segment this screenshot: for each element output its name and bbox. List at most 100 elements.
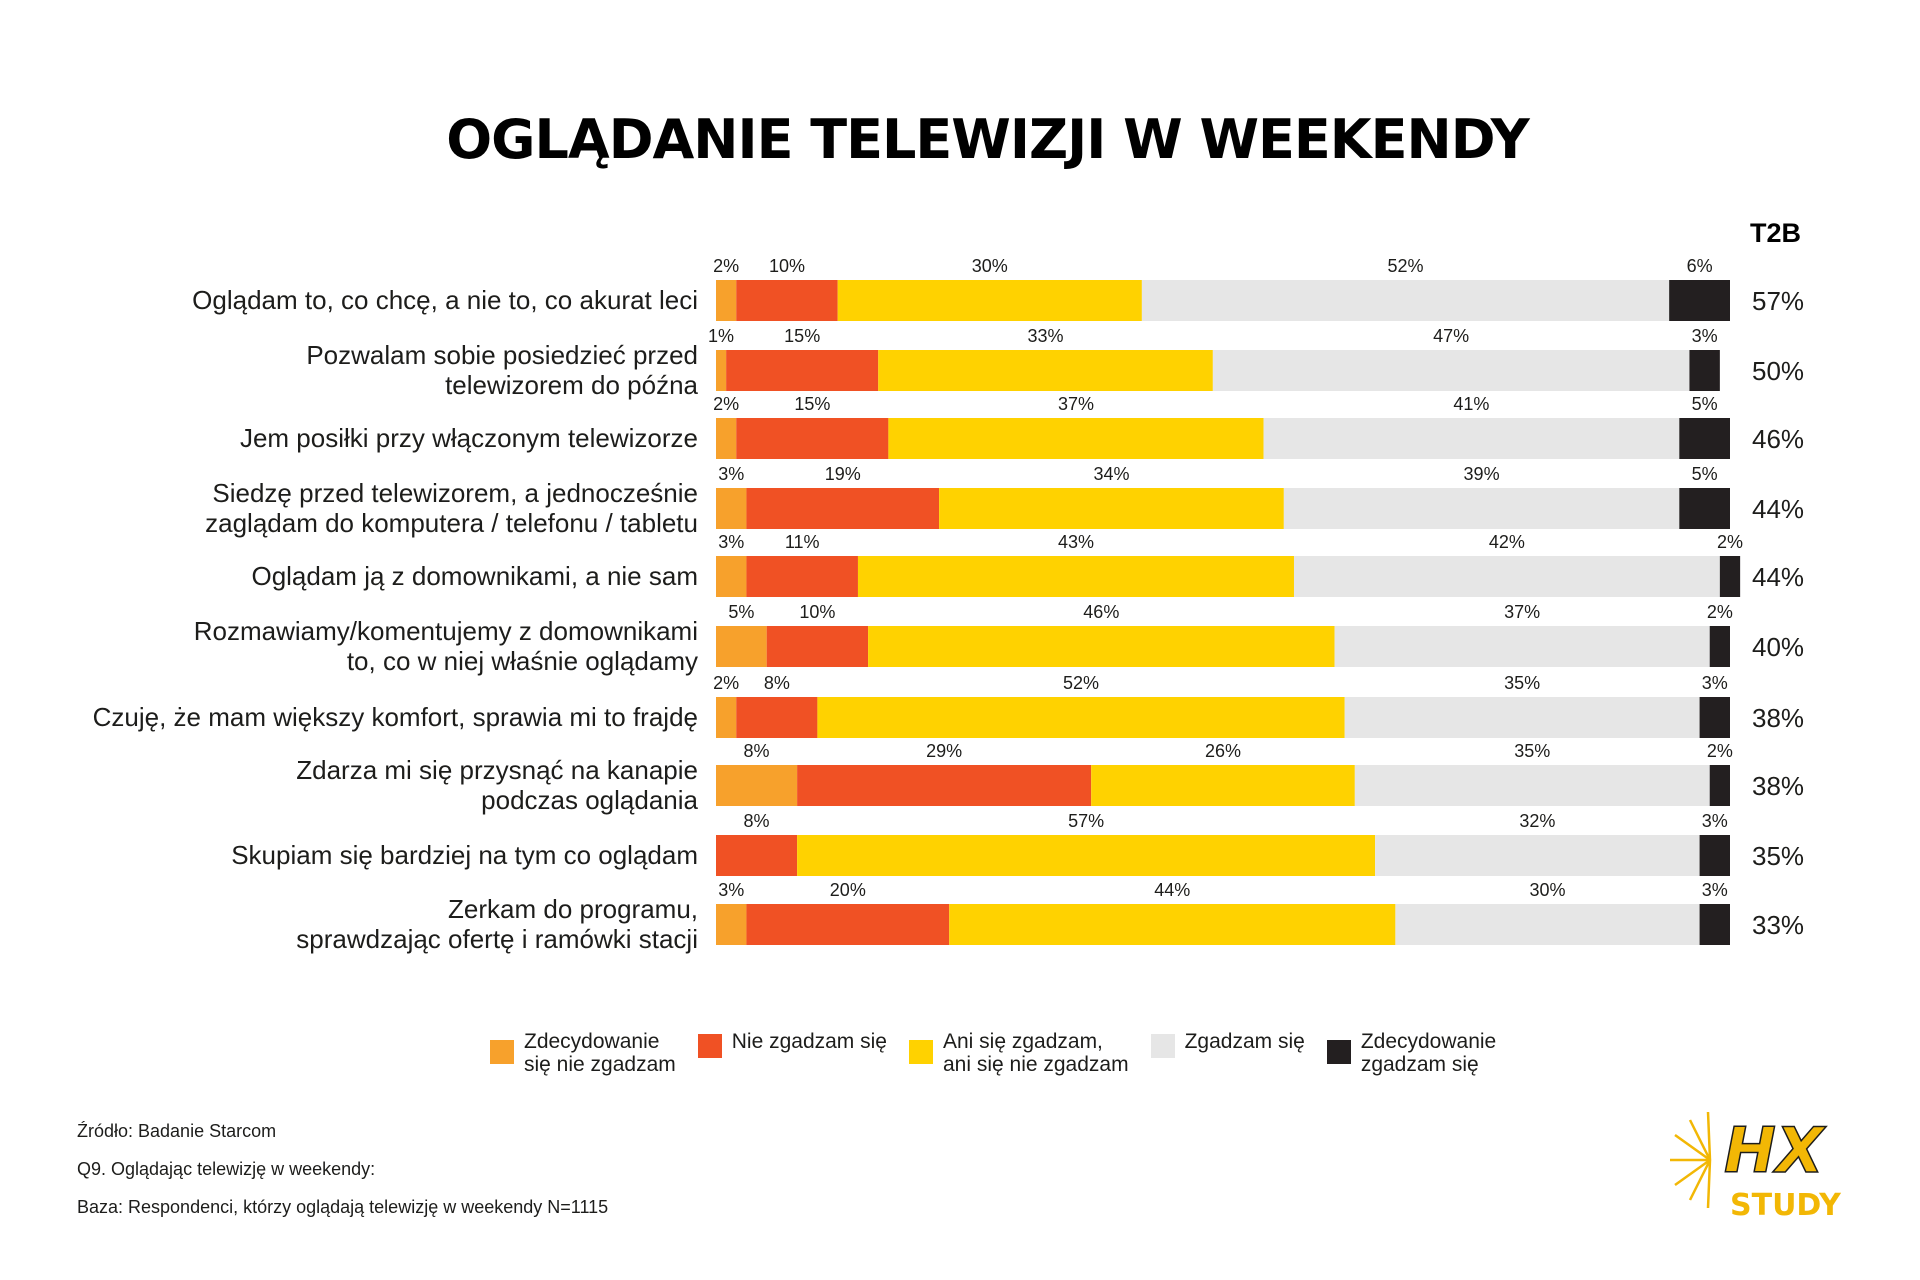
category-label-line: zaglądam do komputera / telefonu / table…	[205, 507, 698, 538]
category-label-line: Siedzę przed telewizorem, a jednocześnie	[212, 477, 698, 508]
data-label: 3%	[1702, 811, 1728, 831]
bar-segment	[716, 280, 737, 321]
legend-item: Nie zgadzam się	[697, 1030, 887, 1058]
data-label: 30%	[972, 256, 1008, 276]
data-label: 3%	[718, 880, 744, 900]
bar-segment	[1709, 765, 1730, 806]
bar-segment	[797, 765, 1092, 806]
t2b-value: 57%	[1752, 285, 1805, 316]
legend-label-line: się nie zgadzam	[524, 1053, 676, 1076]
legend-label-line: Zdecydowanie	[1360, 1030, 1497, 1053]
data-label: 37%	[1504, 602, 1540, 622]
legend-label-line: zgadzam się	[1360, 1053, 1479, 1076]
category-label-line: Zdarza mi się przysnąć na kanapie	[296, 754, 698, 785]
data-label: 52%	[1063, 673, 1099, 693]
legend-swatch	[1150, 1034, 1175, 1058]
data-label: 30%	[1529, 880, 1565, 900]
bar-segment	[716, 350, 727, 391]
t2b-value: 38%	[1752, 702, 1805, 733]
bar-segment	[1699, 904, 1730, 945]
data-label: 8%	[764, 673, 790, 693]
category-label-line: podczas oglądania	[481, 784, 698, 815]
data-label: 29%	[926, 741, 962, 761]
data-label: 1%	[708, 326, 734, 346]
t2b-value: 50%	[1752, 355, 1805, 386]
category-label-line: sprawdzając ofertę i ramówki stacji	[296, 923, 698, 954]
t2b-value: 38%	[1752, 770, 1805, 801]
category-label: Czuję, że mam większy komfort, sprawia m…	[0, 702, 698, 732]
data-label: 47%	[1433, 326, 1469, 346]
legend-label: Zdecydowanie się nie zgadzam	[524, 1030, 676, 1076]
bar-segment	[1354, 765, 1710, 806]
bar-segment	[746, 488, 940, 529]
bar-segment	[726, 350, 879, 391]
source-note: Źródło: Badanie Starcom	[77, 1121, 277, 1141]
bar-segment	[939, 488, 1284, 529]
bar-segment	[1375, 835, 1700, 876]
data-label: 41%	[1453, 394, 1489, 414]
bar-segment	[716, 765, 798, 806]
data-label: 35%	[1514, 741, 1550, 761]
legend-label-line: Ani się zgadzam,	[942, 1030, 1103, 1053]
logo-word: STUDY	[1730, 1188, 1842, 1223]
legend-swatch	[697, 1034, 722, 1058]
data-label: 2%	[713, 394, 739, 414]
question-note: Q9. Oglądając telewizję w weekendy:	[77, 1159, 376, 1179]
data-label: 10%	[769, 256, 805, 276]
data-label: 46%	[1083, 602, 1119, 622]
t2b-value: 46%	[1752, 423, 1805, 454]
stacked-bar-chart: 2% 10% 30% 52% 6% 1% 15% 33% 47% 3% 2% 15% 37% 41% 5% 3…	[708, 256, 1743, 945]
legend-label: Zgadzam się	[1185, 1030, 1305, 1053]
category-label: Siedzę przed telewizorem, a jednocześnie…	[0, 478, 698, 538]
category-label-line: Oglądam ją z domownikami, a nie sam	[251, 560, 698, 591]
bar-segment	[888, 418, 1264, 459]
data-label: 35%	[1504, 673, 1540, 693]
bar-segment	[736, 697, 818, 738]
bar-segment	[1679, 488, 1730, 529]
bar-segment	[1395, 904, 1700, 945]
legend-swatch	[908, 1040, 933, 1064]
bar-segment	[716, 835, 798, 876]
category-label-line: telewizorem do późna	[445, 369, 698, 400]
bar-segment	[766, 626, 869, 667]
data-label: 10%	[799, 602, 835, 622]
bar-segment	[716, 556, 747, 597]
category-label-line: Jem posiłki przy włączonym telewizorze	[239, 422, 698, 453]
data-label: 2%	[713, 256, 739, 276]
data-label: 39%	[1464, 464, 1500, 484]
legend-swatch	[1326, 1040, 1351, 1064]
data-label: 37%	[1058, 394, 1094, 414]
t2b-value: 44%	[1752, 561, 1805, 592]
bar-segment	[716, 697, 737, 738]
category-label-line: Skupiam się bardziej na tym co oglądam	[231, 839, 698, 870]
category-label-line: Oglądam to, co chcę, a nie to, co akurat…	[192, 284, 698, 315]
bar-segment	[878, 350, 1213, 391]
category-label: Oglądam ją z domownikami, a nie sam	[0, 561, 698, 591]
category-label-line: Pozwalam sobie posiedzieć przed	[306, 339, 698, 370]
data-label: 32%	[1519, 811, 1555, 831]
logo-mark: HX	[1724, 1114, 1827, 1187]
bar-segment	[797, 835, 1376, 876]
legend-swatch	[490, 1040, 514, 1064]
data-label: 8%	[744, 811, 770, 831]
bar-segment	[746, 556, 858, 597]
legend-item: Ani się zgadzam, ani się nie zgadzam	[908, 1030, 1129, 1076]
t2b-header: T2B	[1750, 218, 1802, 248]
t2b-value: 40%	[1752, 631, 1805, 662]
category-label-line: to, co w niej właśnie oglądamy	[346, 645, 698, 676]
bar-segment	[817, 697, 1345, 738]
bar-segment	[1344, 697, 1700, 738]
bar-segment	[1212, 350, 1690, 391]
bar-segment	[1293, 556, 1720, 597]
data-label: 26%	[1205, 741, 1241, 761]
hx-study-logo: HX STUDY	[1670, 1111, 1842, 1223]
legend-item: Zdecydowanie zgadzam się	[1326, 1030, 1497, 1076]
data-label: 19%	[825, 464, 861, 484]
bar-segment	[716, 488, 747, 529]
data-label: 15%	[784, 326, 820, 346]
bar-segment	[736, 280, 838, 321]
legend-label-line: Nie zgadzam się	[731, 1030, 887, 1053]
legend-label-line: Zdecydowanie	[524, 1030, 660, 1053]
legend-label: Ani się zgadzam, ani się nie zgadzam	[943, 1030, 1129, 1076]
data-label: 34%	[1093, 464, 1129, 484]
